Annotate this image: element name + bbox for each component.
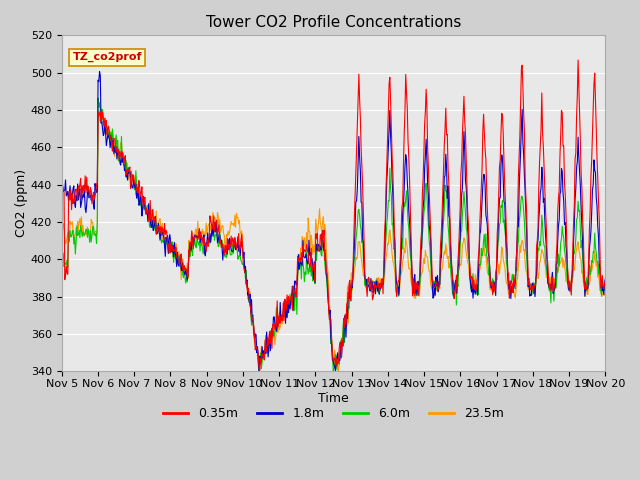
6.0m [255,368,263,374]
23.5m [58,227,65,232]
6.0m [180,275,188,280]
23.5m [417,274,425,280]
1.8m [124,166,132,172]
6.0m [94,95,102,101]
1.8m [209,224,216,230]
23.5m [255,368,263,374]
23.5m [180,268,188,274]
6.0m [602,277,609,283]
23.5m [401,250,409,255]
0.35m [179,266,186,272]
Y-axis label: CO2 (ppm): CO2 (ppm) [15,169,28,237]
23.5m [124,177,132,183]
0.35m [401,131,408,136]
Text: TZ_co2prof: TZ_co2prof [72,52,142,62]
1.8m [417,247,425,252]
1.8m [96,69,104,74]
Line: 0.35m: 0.35m [61,60,605,370]
0.35m [207,221,215,227]
0.35m [574,57,582,63]
Line: 1.8m: 1.8m [61,72,605,371]
0.35m [58,187,65,192]
6.0m [401,204,409,209]
23.5m [602,291,609,297]
1.8m [255,368,263,374]
1.8m [68,191,76,197]
6.0m [68,234,76,240]
Line: 6.0m: 6.0m [61,98,605,371]
Legend: 0.35m, 1.8m, 6.0m, 23.5m: 0.35m, 1.8m, 6.0m, 23.5m [159,402,509,425]
6.0m [58,252,65,258]
0.35m [124,169,131,175]
X-axis label: Time: Time [318,392,349,405]
Line: 23.5m: 23.5m [61,107,605,371]
23.5m [68,221,76,227]
6.0m [209,230,216,236]
0.35m [256,367,264,373]
0.35m [68,207,76,213]
6.0m [417,263,425,269]
1.8m [401,164,409,169]
0.35m [416,261,424,266]
23.5m [97,104,104,110]
6.0m [124,165,132,170]
1.8m [58,178,65,184]
0.35m [602,282,609,288]
Title: Tower CO2 Profile Concentrations: Tower CO2 Profile Concentrations [206,15,461,30]
1.8m [602,276,609,282]
1.8m [180,268,188,274]
23.5m [209,216,216,222]
